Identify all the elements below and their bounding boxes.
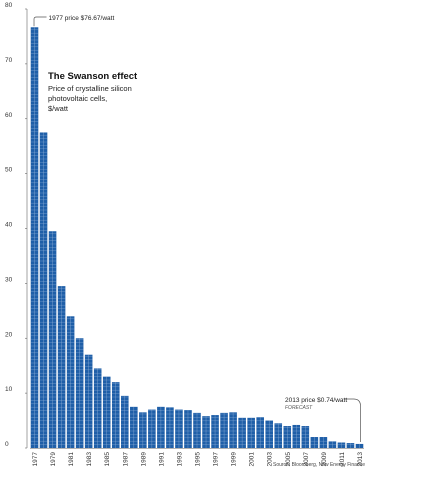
x-tick-label: 1999 bbox=[231, 452, 238, 467]
x-tick-label: 1995 bbox=[195, 452, 202, 467]
annotation-2013-leader bbox=[343, 398, 361, 442]
bar-1982 bbox=[75, 338, 84, 448]
bar-1990 bbox=[148, 409, 156, 448]
bar-2010 bbox=[328, 441, 337, 448]
chart-title: The Swanson effect bbox=[48, 71, 138, 82]
source-note: Source: Bloomberg, New Energy Finance bbox=[273, 462, 365, 468]
x-tick-label: 2003 bbox=[267, 452, 274, 467]
x-tick-label: 2011 bbox=[339, 452, 346, 466]
annotation-2013-text: 2013 price $0.74/watt bbox=[285, 397, 347, 404]
x-tick-label: 1977 bbox=[32, 452, 39, 467]
bar-2004 bbox=[274, 423, 283, 448]
bar-1993 bbox=[175, 409, 183, 448]
y-tick-label: 40 bbox=[5, 222, 13, 229]
x-tick-label: 1981 bbox=[68, 452, 75, 467]
bar-2013 bbox=[355, 443, 364, 448]
x-tick-label: 1991 bbox=[158, 452, 165, 467]
bar-1984 bbox=[93, 368, 102, 448]
y-tick-label: 0 bbox=[5, 441, 9, 448]
y-tick-label: 30 bbox=[5, 276, 13, 283]
x-tick-label: 1987 bbox=[122, 452, 129, 467]
annotation-2013: 2013 price $0.74/watt FORECAST bbox=[285, 397, 361, 442]
x-tick-label: 1997 bbox=[213, 452, 220, 467]
bar-2000 bbox=[238, 417, 246, 448]
annotation-1977-leader bbox=[33, 16, 47, 27]
y-tick-label: 70 bbox=[5, 57, 13, 64]
x-tick-label: 1993 bbox=[176, 452, 183, 467]
x-tick-label: 2007 bbox=[303, 452, 310, 467]
bar-1989 bbox=[139, 412, 147, 448]
x-axis: 1977 1979 1981 1983 1985 1987 1989 1991 1993 1995… bbox=[30, 448, 364, 467]
x-tick-label: 2005 bbox=[285, 452, 292, 467]
y-axis: 0 10 20 30 40 50 60 70 80 bbox=[5, 2, 28, 449]
bar-1991 bbox=[157, 406, 165, 448]
bar-2001 bbox=[247, 417, 255, 448]
chart-subtitle-line-2: photovoltaic cells, bbox=[48, 94, 107, 103]
bar-1981 bbox=[66, 316, 75, 448]
x-tick-label: 2001 bbox=[249, 452, 256, 467]
bar-2008 bbox=[310, 437, 319, 448]
bar-1992 bbox=[166, 407, 174, 448]
bar-2009 bbox=[319, 437, 328, 448]
bar-1996 bbox=[202, 416, 210, 448]
x-tick-label: 1989 bbox=[140, 452, 147, 467]
title-block: The Swanson effect Price of crystalline … bbox=[48, 71, 138, 113]
bar-2007 bbox=[301, 426, 310, 448]
bar-2006 bbox=[292, 424, 301, 448]
bar-1979 bbox=[48, 231, 57, 448]
y-tick-label: 50 bbox=[5, 167, 13, 174]
x-tick-label: 2009 bbox=[321, 452, 328, 467]
x-tick-label: 1985 bbox=[104, 452, 111, 467]
annotation-1977-text: 1977 price $76.67/watt bbox=[49, 15, 115, 22]
bar-2002 bbox=[256, 417, 264, 448]
bar-2011 bbox=[337, 442, 346, 448]
bar-2012 bbox=[346, 443, 355, 448]
bar-1978 bbox=[39, 132, 48, 448]
bar-1985 bbox=[102, 376, 111, 448]
chart-subtitle-line-3: $/watt bbox=[48, 104, 69, 113]
chart-subtitle-line-1: Price of crystalline silicon bbox=[48, 84, 132, 93]
bar-1999 bbox=[229, 412, 237, 448]
annotation-2013-forecast: FORECAST bbox=[285, 405, 313, 411]
bar-1988 bbox=[130, 406, 138, 448]
bar-2003 bbox=[265, 420, 274, 448]
x-tick-label: 1983 bbox=[86, 452, 93, 467]
bar-1986 bbox=[111, 382, 120, 448]
bar-1995 bbox=[193, 412, 201, 448]
bars bbox=[30, 27, 364, 448]
bar-1980 bbox=[57, 286, 66, 448]
x-tick-label: 2013 bbox=[357, 452, 364, 467]
y-tick-label: 60 bbox=[5, 112, 13, 119]
annotation-1977: 1977 price $76.67/watt bbox=[33, 15, 115, 27]
bar-1998 bbox=[220, 412, 228, 448]
y-tick-label: 10 bbox=[5, 386, 13, 393]
bar-1983 bbox=[84, 354, 93, 448]
y-tick-label: 80 bbox=[5, 2, 13, 9]
bar-1997 bbox=[211, 415, 219, 448]
bar-1977 bbox=[30, 27, 39, 448]
bar-2005 bbox=[283, 426, 292, 448]
bar-1987 bbox=[120, 395, 129, 448]
y-tick-label: 20 bbox=[5, 331, 13, 338]
x-tick-label: 1979 bbox=[50, 452, 57, 467]
bar-1994 bbox=[184, 410, 192, 448]
